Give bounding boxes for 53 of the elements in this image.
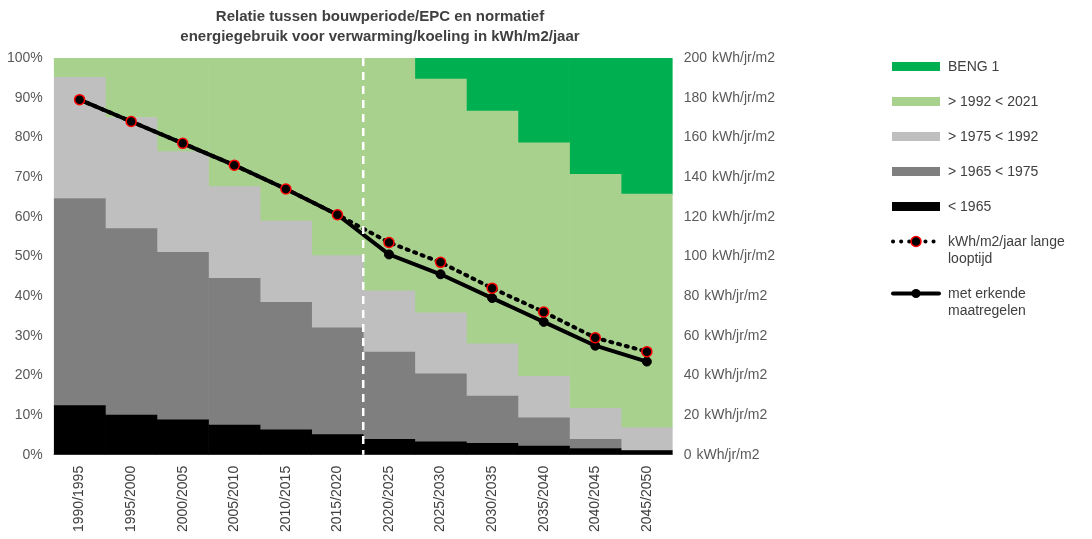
y2-tick-label: 20 xyxy=(683,406,700,422)
y-tick-label: 70% xyxy=(14,167,43,184)
y2-tick-label: 80 xyxy=(683,286,700,303)
y2-tick-label: 40 xyxy=(683,366,700,383)
legend-label: > 1992 < 2021 xyxy=(948,93,1039,110)
y-tick-label: 10% xyxy=(14,406,43,422)
text: kWh/jr/m2 xyxy=(704,286,768,303)
x-tick-label: 2000/2005 xyxy=(173,465,190,533)
y2-tick-label: 60 xyxy=(683,326,700,343)
text: kWh/jr/m2 xyxy=(704,366,768,383)
y-tick-label: 20% xyxy=(14,366,43,383)
y-tick-label: 40% xyxy=(14,286,43,303)
y2-tick-label: 100 xyxy=(683,247,708,264)
chart-title: Relatie tussen bouwperiode/EPC en normatief energiegebruik voor verwarming/koeling in kWh/m2/jaar xyxy=(179,6,581,46)
text: kWh/jr/m2 xyxy=(712,128,775,145)
x-tick-label: 2005/2010 xyxy=(225,465,242,533)
y-tick-label: 80% xyxy=(14,128,43,145)
x-tick-label: 1995/2000 xyxy=(122,465,139,533)
legend-label: kWh/m2/jaar lange looptijd xyxy=(948,233,1066,267)
legend-label: > 1965 < 1975 xyxy=(948,163,1039,180)
legend-label: BENG 1 xyxy=(948,58,1000,75)
legend-label: met erkende maatregelen xyxy=(948,285,1027,319)
y2-axis-title: kWh/jr/m2 xyxy=(696,445,760,462)
text: kWh/jr/m2 xyxy=(712,48,775,65)
y-tick-label: 100% xyxy=(6,48,43,65)
x-tick-label: 1990/1995 xyxy=(70,465,87,533)
text: kWh/jr/m2 xyxy=(712,247,775,264)
y-tick-label: 60% xyxy=(14,207,43,224)
y-tick-label: 0% xyxy=(22,445,43,462)
y2-tick-label: 200 xyxy=(683,48,708,65)
y-tick-label: 30% xyxy=(14,326,43,343)
x-tick-label: 2040/2045 xyxy=(586,465,603,533)
y2-tick-label: 140 xyxy=(683,167,708,184)
text: kWh/jr/m2 xyxy=(712,207,775,224)
x-tick-label: 2025/2030 xyxy=(431,465,448,533)
x-tick-label: 2015/2020 xyxy=(328,465,345,533)
text: kWh/jr/m2 xyxy=(704,326,768,343)
y-tick-label: 50% xyxy=(14,247,43,264)
y2-tick-label: 160 xyxy=(683,128,708,145)
y-tick-label: 90% xyxy=(14,88,43,105)
legend-label: < 1965 xyxy=(948,198,992,215)
y2-tick-label: 0 xyxy=(683,445,692,462)
x-tick-label: 2045/2050 xyxy=(637,465,654,533)
text: kWh/jr/m2 xyxy=(712,88,775,105)
text: kWh/jr/m2 xyxy=(712,167,775,184)
y2-tick-label: 180 xyxy=(683,88,708,105)
text: kWh/jr/m2 xyxy=(704,406,768,422)
y2-tick-label: 120 xyxy=(683,207,708,224)
x-tick-label: 2035/2040 xyxy=(534,465,551,533)
x-tick-label: 2010/2015 xyxy=(276,465,293,533)
legend-label: > 1975 < 1992 xyxy=(948,128,1039,145)
x-tick-label: 2030/2035 xyxy=(483,465,500,533)
x-tick-label: 2020/2025 xyxy=(379,465,396,533)
